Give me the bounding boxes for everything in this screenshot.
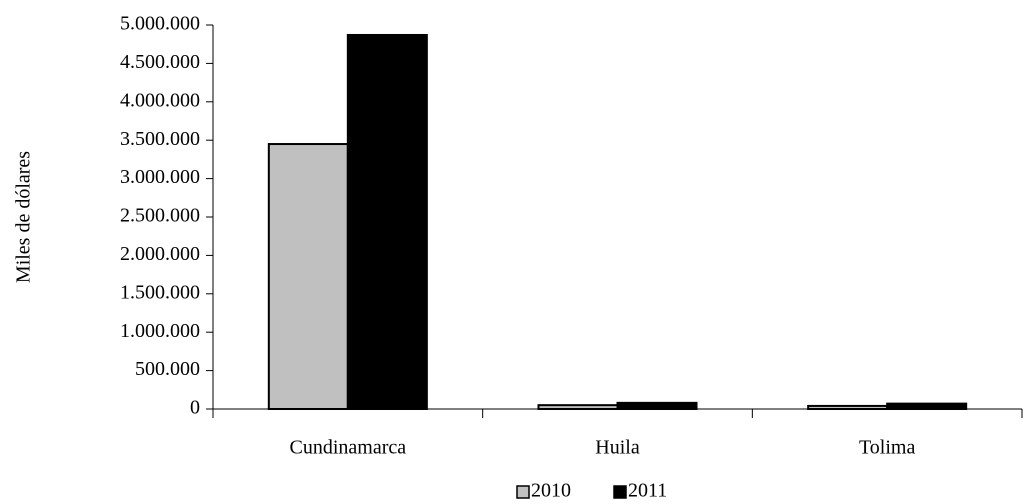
- y-tick-label: 500.000: [135, 358, 200, 380]
- bar: [616, 401, 698, 410]
- legend-label: 2011: [628, 480, 667, 502]
- legend-swatch: [516, 485, 530, 499]
- bar: [886, 402, 968, 410]
- x-tick-label: Cundinamarca: [290, 437, 407, 459]
- x-tick-label: Huila: [595, 437, 640, 459]
- y-tick-label: 0: [190, 397, 200, 419]
- y-tick-label: 4.500.000: [120, 51, 200, 73]
- bar: [346, 33, 428, 410]
- y-tick-label: 3.500.000: [120, 128, 200, 150]
- legend-label: 2010: [531, 480, 571, 502]
- y-tick-label: 1.500.000: [120, 281, 200, 303]
- y-axis-label: Miles de dólares: [13, 151, 35, 283]
- y-tick-label: 2.000.000: [120, 243, 200, 265]
- x-tick-label: Tolima: [859, 437, 915, 459]
- y-tick-label: 3.000.000: [120, 166, 200, 188]
- bar: [267, 143, 349, 410]
- y-tick-label: 1.000.000: [120, 320, 200, 342]
- legend-swatch: [613, 485, 627, 499]
- bar: [537, 404, 619, 411]
- y-tick-label: 2.500.000: [120, 205, 200, 227]
- y-tick-label: 5.000.000: [120, 13, 200, 35]
- y-tick-label: 4.000.000: [120, 89, 200, 111]
